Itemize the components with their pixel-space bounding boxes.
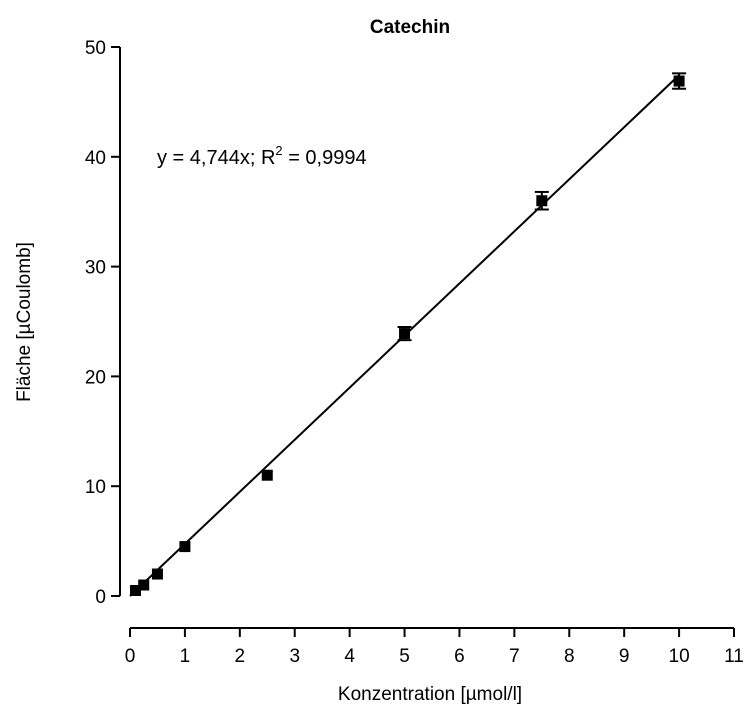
x-tick-label: 6 xyxy=(454,646,465,667)
y-tick-label: 0 xyxy=(95,587,106,608)
x-axis-label: Konzentration [µmol/l] xyxy=(338,684,522,705)
x-tick-label: 9 xyxy=(619,646,630,667)
x-tick-label: 10 xyxy=(669,646,690,667)
data-point xyxy=(261,469,273,481)
x-tick-label: 4 xyxy=(344,646,355,667)
x-tick-label: 3 xyxy=(289,646,300,667)
data-point xyxy=(151,568,163,580)
y-tick-label: 40 xyxy=(85,148,106,169)
data-point xyxy=(138,579,150,591)
data-point xyxy=(129,585,141,597)
y-axis: 0 10 20 30 40 50 xyxy=(85,38,121,608)
y-tick-label: 10 xyxy=(85,477,106,498)
regression-equation: y = 4,744x; R2 = 0,9994 xyxy=(157,143,367,169)
equation-prefix: y = 4,744x; R xyxy=(157,147,275,169)
chart-title: Catechin xyxy=(370,17,450,38)
x-tick-label: 7 xyxy=(509,646,520,667)
data-point xyxy=(179,541,191,553)
x-tick-label: 0 xyxy=(125,646,136,667)
data-point xyxy=(673,75,685,87)
y-tick-label: 50 xyxy=(85,38,106,59)
equation-suffix: = 0,9994 xyxy=(283,147,367,169)
x-tick-label: 2 xyxy=(235,646,246,667)
x-tick-label: 1 xyxy=(180,646,191,667)
data-point xyxy=(399,328,411,340)
data-points xyxy=(129,72,687,597)
x-tick-label: 11 xyxy=(724,646,744,667)
y-tick-label: 30 xyxy=(85,258,106,279)
equation-superscript: 2 xyxy=(275,143,282,158)
y-axis-label: Fläche [µCoulomb] xyxy=(14,242,35,402)
x-tick-label: 8 xyxy=(564,646,575,667)
y-tick-label: 20 xyxy=(85,367,106,388)
x-tick-label: 5 xyxy=(399,646,410,667)
data-point xyxy=(536,195,548,207)
x-axis: 0 1 2 3 4 5 6 7 8 9 10 11 xyxy=(125,627,744,667)
